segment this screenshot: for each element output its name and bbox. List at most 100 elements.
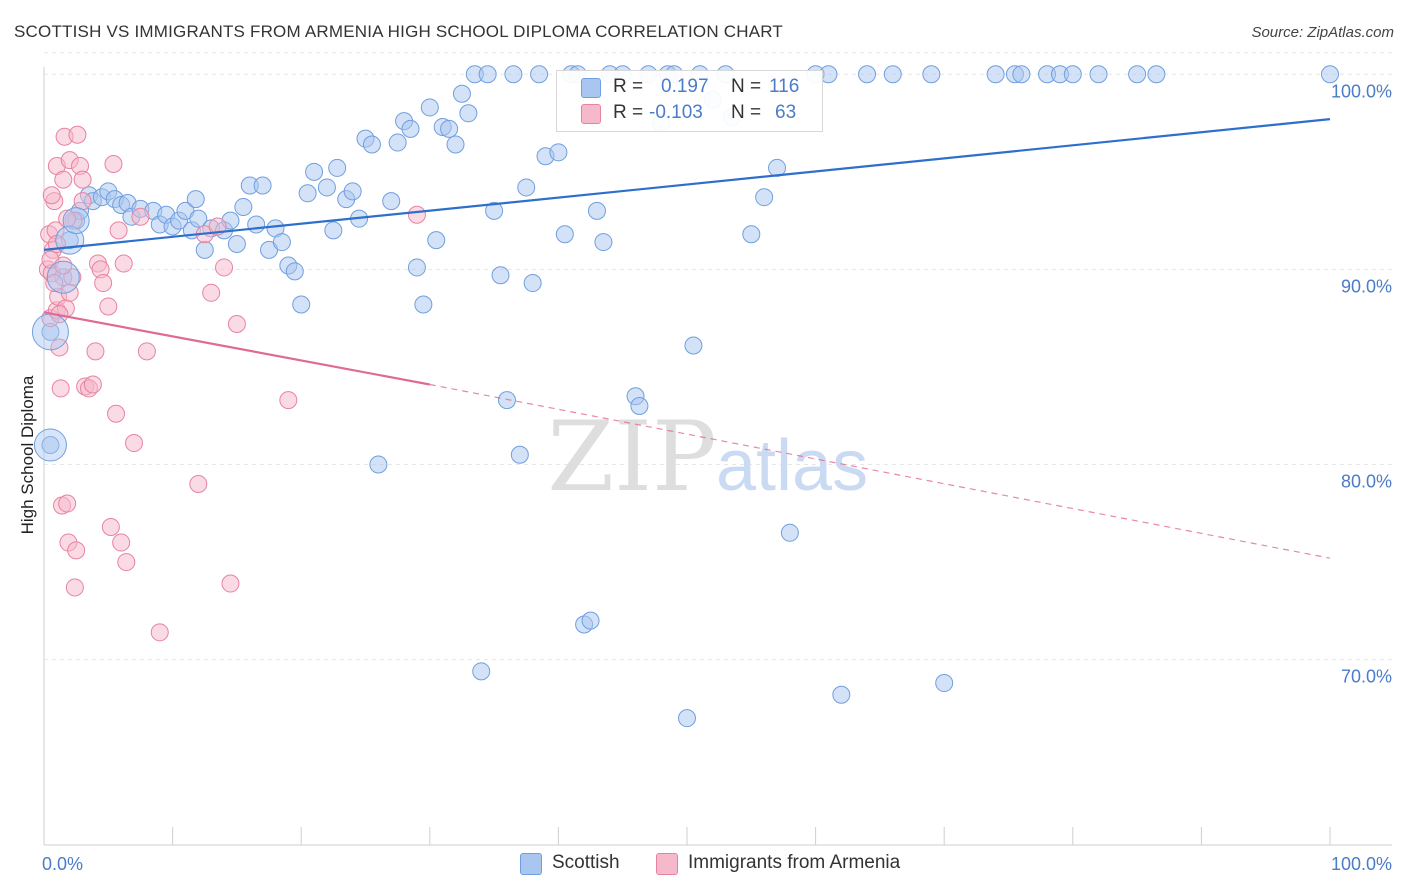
scottish-point	[324, 221, 343, 240]
scottish-point	[407, 258, 426, 277]
scottish-point	[1147, 65, 1166, 84]
armenia-point	[54, 256, 73, 275]
scottish-point	[858, 65, 877, 84]
y-tick-label: 100.0%	[1331, 81, 1392, 101]
scottish-point	[189, 209, 208, 228]
scottish-point	[1012, 65, 1031, 84]
scottish-point	[227, 235, 246, 254]
scottish-point	[922, 65, 941, 84]
armenia-point	[54, 170, 73, 189]
scottish-point	[755, 188, 774, 207]
scottish-point	[414, 295, 433, 314]
source-label: Source: ZipAtlas.com	[1251, 24, 1394, 41]
scottish-point	[832, 685, 851, 704]
legend-swatch-scottish	[581, 78, 601, 98]
trend-lines	[43, 118, 1331, 559]
scottish-point	[517, 178, 536, 197]
legend-r-label: R =	[613, 102, 644, 123]
scottish-point	[285, 262, 304, 281]
scottish-point	[41, 436, 60, 454]
armenia-point	[104, 155, 123, 174]
scottish-point	[382, 192, 401, 211]
armenia-point	[83, 375, 102, 394]
scottish-point	[742, 225, 761, 244]
armenia-point	[131, 207, 150, 226]
scottish-point	[343, 182, 362, 201]
scottish-point	[530, 65, 549, 84]
armenia-point	[202, 283, 221, 302]
x-tick-label: 100.0%	[1331, 854, 1392, 874]
scottish-point	[555, 225, 574, 244]
scottish-point	[305, 162, 324, 181]
armenia-point	[51, 379, 70, 398]
scottish-point	[594, 233, 613, 252]
scottish-point	[446, 135, 465, 154]
grid-lines	[44, 52, 1392, 661]
scottish-point	[1321, 65, 1339, 84]
legend-r-value: -0.103	[649, 102, 703, 123]
y-tick-label: 90.0%	[1341, 276, 1392, 296]
scottish-point	[420, 98, 439, 117]
armenia-trend-line	[43, 311, 431, 386]
legend-n-label: N =	[731, 76, 762, 97]
armenia-point	[407, 205, 426, 224]
scottish-point	[549, 143, 568, 162]
scottish-point	[523, 274, 542, 293]
scottish-point	[427, 231, 446, 250]
scottish-point	[328, 158, 347, 177]
armenia-point	[73, 170, 92, 189]
armenia-point	[125, 434, 144, 453]
scottish-point	[485, 201, 504, 220]
armenia-point	[215, 258, 234, 277]
y-tick-label: 80.0%	[1341, 472, 1392, 492]
stats-legend: R = 0.197 N = 116 R = -0.103 N = 63	[556, 70, 823, 132]
scottish-point	[510, 445, 529, 464]
armenia-point	[94, 274, 113, 293]
armenia-point	[227, 315, 246, 334]
scottish-bubble	[33, 428, 67, 462]
scottish-point	[883, 65, 902, 84]
scottish-point	[298, 184, 317, 203]
scottish-point	[684, 336, 703, 355]
armenia-point	[73, 192, 92, 211]
armenia-point	[117, 553, 136, 572]
armenia-point	[221, 574, 240, 593]
scottish-point	[491, 266, 510, 285]
scottish-point	[369, 455, 388, 474]
legend-r-label: R =	[613, 76, 644, 97]
armenia-point	[189, 475, 208, 494]
x-tick-label: 0.0%	[42, 854, 83, 874]
scottish-point	[587, 201, 606, 220]
bottom-legend-label: Scottish	[552, 852, 620, 873]
scottish-bubble	[62, 207, 90, 235]
scottish-point	[630, 396, 649, 415]
scottish-point	[986, 65, 1005, 84]
bottom-legend-label: Immigrants from Armenia	[688, 852, 901, 873]
scottish-bubble	[46, 260, 80, 294]
scottish-point	[440, 119, 459, 138]
armenia-point	[42, 186, 61, 205]
scottish-point	[292, 295, 311, 314]
legend-n-label: N =	[731, 102, 762, 123]
scottish-point	[247, 215, 266, 234]
armenia-point	[68, 125, 87, 144]
scottish-point	[317, 178, 336, 197]
scottish-point	[388, 133, 407, 152]
armenia-trend-extension	[429, 383, 1331, 559]
armenia-point	[86, 342, 105, 361]
scottish-point	[1089, 65, 1108, 84]
armenia-point	[109, 221, 128, 240]
scottish-point	[362, 135, 381, 154]
legend-n-value: 116	[769, 76, 800, 97]
scottish-point	[504, 65, 523, 84]
watermark-zip: ZIP	[547, 401, 716, 513]
armenia-point	[45, 274, 64, 293]
scottish-trend-line	[43, 118, 1331, 251]
scottish-point	[581, 611, 600, 630]
scottish-point	[459, 104, 478, 123]
armenia-point	[279, 391, 298, 410]
armenia-point	[137, 342, 156, 361]
armenia-point	[114, 254, 133, 273]
scottish-point	[935, 674, 954, 693]
